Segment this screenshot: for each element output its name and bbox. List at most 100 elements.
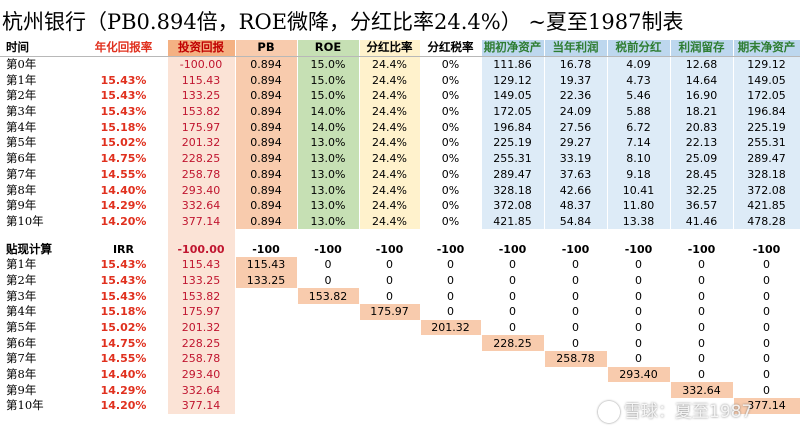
- cell-div: 13.38: [607, 213, 671, 230]
- spacer-row: [0, 229, 800, 242]
- cell-rate: 14.29%: [80, 382, 168, 399]
- cell-div: 5.46: [607, 88, 671, 104]
- cashflow-cell: 293.40: [607, 366, 671, 383]
- cashflow-cell: 0: [670, 319, 734, 336]
- cell-pb: 0.894: [235, 88, 298, 104]
- cell-pb: 0.894: [235, 119, 298, 136]
- cashflow-cell: 0: [297, 256, 360, 273]
- cell-pay: 24.4%: [359, 166, 421, 183]
- column-header: 分红比率: [359, 40, 421, 57]
- cell-t: 第9年: [0, 382, 81, 399]
- cell-retain: 36.57: [670, 197, 734, 214]
- cashflow-cell: 153.82: [297, 288, 360, 304]
- page-title: 杭州银行（PB0.894倍，ROE微降，分红比率24.4%） ~夏至1987制表: [2, 10, 684, 34]
- column-header: 分红税率: [420, 40, 482, 57]
- cashflow-cell: 175.97: [359, 304, 421, 320]
- cell-tax: 0%: [420, 135, 482, 151]
- cashflow-cell: 0: [607, 351, 671, 367]
- cashflow-cell: 0: [733, 335, 800, 352]
- table-row: 第2年 15.43% 133.25 0.894 15.0% 24.4% 0% 149.05 22…: [0, 88, 800, 104]
- table-row: 第0年 -100.00 0.894 15.0% 24.4% 0% 111.86 16.78 4.…: [0, 56, 800, 73]
- cashflow-cell: 0: [607, 288, 671, 304]
- cell-close: 255.31: [733, 135, 800, 151]
- cashflow-cell: 0: [733, 304, 800, 320]
- cell-div: 4.09: [607, 56, 671, 73]
- cell-div: 7.14: [607, 135, 671, 151]
- cell-roe: 13.0%: [297, 213, 360, 230]
- table-row: 第5年 15.02% 201.32 0.894 13.0% 24.4% 0% 225.19 29…: [0, 135, 800, 151]
- cell-close: 421.85: [733, 197, 800, 214]
- cell-tax: 0%: [420, 103, 482, 120]
- cashflow-cell: [235, 351, 298, 367]
- table-row: 第4年 15.18% 175.97 0.894 14.0% 24.4% 0% 196.84 27…: [0, 119, 800, 136]
- cell-rate: 15.02%: [80, 135, 168, 151]
- cell-inv: 201.32: [167, 135, 236, 151]
- table-row: 第6年 14.75% 228.25 0.894 13.0% 24.4% 0% 255.31 33…: [0, 150, 800, 167]
- cashflow-cell: 133.25: [235, 272, 298, 289]
- cell-profit: 19.37: [544, 72, 608, 89]
- cell-close: 225.19: [733, 119, 800, 136]
- cell-roe: 13.0%: [297, 182, 360, 198]
- cell-inv: 153.82: [167, 288, 236, 304]
- cashflow-cell: 258.78: [544, 351, 608, 367]
- column-header: 期末净资产: [733, 40, 800, 57]
- cell-inv: 293.40: [167, 182, 236, 198]
- cell-tax: 0%: [420, 56, 482, 73]
- cell-retain: 25.09: [670, 150, 734, 167]
- spacer-cell: [544, 229, 608, 242]
- spacer-cell: [359, 229, 421, 242]
- cashflow-cell: -100: [481, 241, 545, 257]
- table-row: 第10年 14.20% 377.14 0.894 13.0% 24.4% 0% 421.85 5…: [0, 213, 800, 230]
- cashflow-cell: 0: [670, 335, 734, 352]
- cell-profit: 16.78: [544, 56, 608, 73]
- cell-tax: 0%: [420, 166, 482, 183]
- cell-pb: 0.894: [235, 213, 298, 230]
- cashflow-cell: -100: [359, 241, 421, 257]
- cell-inv: 115.43: [167, 256, 236, 273]
- cell-t: 第6年: [0, 335, 81, 352]
- cashflow-cell: 0: [481, 256, 545, 273]
- cell-t: 第9年: [0, 197, 81, 214]
- cell-inv: 258.78: [167, 166, 236, 183]
- cell-t: 第2年: [0, 88, 81, 104]
- cashflow-cell: 0: [607, 319, 671, 336]
- irr-label: IRR: [80, 241, 168, 257]
- cashflow-cell: [359, 382, 421, 399]
- cell-open: 196.84: [481, 119, 545, 136]
- cashflow-cell: [359, 351, 421, 367]
- cell-open: 172.05: [481, 103, 545, 120]
- cell-profit: 33.19: [544, 150, 608, 167]
- cell-rate: 15.43%: [80, 88, 168, 104]
- cashflow-cell: 0: [670, 288, 734, 304]
- cashflow-cell: 0: [733, 256, 800, 273]
- cell-pb: 0.894: [235, 72, 298, 89]
- cell-rate: 14.40%: [80, 182, 168, 198]
- cashflow-cell: 0: [733, 272, 800, 289]
- column-header: PB: [235, 40, 298, 57]
- cell-rate: 14.75%: [80, 150, 168, 167]
- cell-tax: 0%: [420, 88, 482, 104]
- cell-inv: 133.25: [167, 88, 236, 104]
- cashflow-cell: 0: [481, 288, 545, 304]
- cashflow-cell: [607, 398, 671, 414]
- cell-pay: 24.4%: [359, 150, 421, 167]
- cell-profit: 48.37: [544, 197, 608, 214]
- cell-profit: 42.66: [544, 182, 608, 198]
- cell-rate: 15.43%: [80, 72, 168, 89]
- cashflow-cell: 0: [733, 288, 800, 304]
- column-header: 税前分红: [607, 40, 671, 57]
- cell-inv: -100.00: [167, 241, 236, 257]
- cell-inv: 332.64: [167, 382, 236, 399]
- cashflow-cell: [359, 319, 421, 336]
- cell-inv: 332.64: [167, 197, 236, 214]
- cashflow-cell: [297, 351, 360, 367]
- discount-row: 第8年 14.40% 293.40 293.40 0 0: [0, 366, 800, 383]
- snowball-logo-icon: [598, 401, 620, 423]
- cell-roe: 13.0%: [297, 197, 360, 214]
- cashflow-cell: 0: [420, 256, 482, 273]
- cashflow-cell: 0: [544, 272, 608, 289]
- cell-retain: 28.45: [670, 166, 734, 183]
- cell-rate: 14.55%: [80, 351, 168, 367]
- cashflow-cell: 0: [544, 319, 608, 336]
- cell-pay: 24.4%: [359, 135, 421, 151]
